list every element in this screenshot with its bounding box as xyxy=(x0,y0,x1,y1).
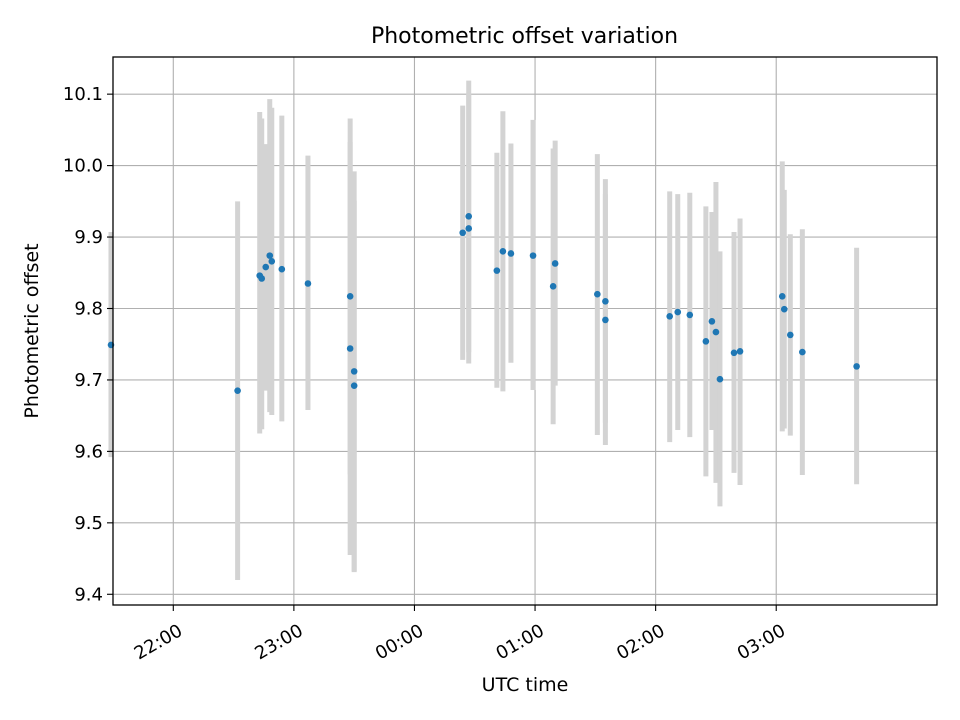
data-point xyxy=(346,293,354,300)
data-point xyxy=(594,290,601,298)
data-point xyxy=(799,348,806,356)
data-point xyxy=(602,298,609,305)
data-point xyxy=(686,311,694,319)
data-point xyxy=(346,345,354,352)
data-point xyxy=(666,313,674,320)
x-axis-label: UTC time xyxy=(482,674,569,696)
plot-frame xyxy=(112,56,938,606)
data-point xyxy=(712,328,720,336)
y-tick-label: 9.8 xyxy=(74,298,103,319)
data-point xyxy=(465,225,473,232)
data-point xyxy=(350,368,358,375)
data-point xyxy=(493,267,501,274)
data-point xyxy=(708,318,716,325)
data-point xyxy=(507,250,515,257)
data-point xyxy=(786,331,794,339)
data-point xyxy=(465,213,473,220)
data-point xyxy=(780,305,788,313)
data-point xyxy=(278,265,286,273)
data-point xyxy=(551,260,559,267)
data-point xyxy=(304,280,312,287)
data-point xyxy=(350,382,358,389)
data-point xyxy=(529,252,537,259)
y-tick-label: 10.0 xyxy=(63,156,103,177)
data-point xyxy=(702,338,710,345)
data-point xyxy=(736,348,744,355)
chart-title: Photometric offset variation xyxy=(371,24,678,49)
y-tick-label: 10.1 xyxy=(63,84,103,105)
y-tick-label: 9.6 xyxy=(74,441,103,462)
data-point xyxy=(853,363,860,370)
data-point xyxy=(258,275,266,282)
y-axis-ticks: 9.4 9.5 9.6 9.7 9.8 9.9 10.0 10.1 xyxy=(63,84,113,605)
grid xyxy=(113,57,937,605)
data-point xyxy=(234,387,241,394)
data-point xyxy=(268,258,276,265)
y-tick-label: 9.4 xyxy=(74,584,103,605)
data-points xyxy=(107,213,860,394)
data-point xyxy=(262,263,270,271)
data-point xyxy=(459,229,466,237)
y-tick-label: 9.5 xyxy=(74,513,103,534)
y-tick-label: 9.7 xyxy=(74,370,103,391)
data-point xyxy=(674,308,682,316)
data-point xyxy=(778,293,786,300)
data-point xyxy=(549,283,557,290)
data-point xyxy=(266,252,274,259)
y-tick-label: 9.9 xyxy=(74,227,103,248)
data-point xyxy=(499,248,507,255)
data-point xyxy=(730,349,738,357)
data-point xyxy=(716,375,724,383)
data-point xyxy=(602,316,609,324)
y-axis-label: Photometric offset xyxy=(21,243,43,418)
